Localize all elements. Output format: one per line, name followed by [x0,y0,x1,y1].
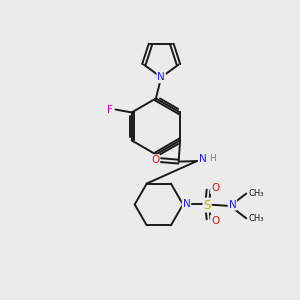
Text: CH₃: CH₃ [249,214,264,223]
Text: S: S [203,199,211,212]
Text: N: N [229,200,236,210]
Text: H: H [209,154,216,163]
Text: N: N [200,154,207,164]
Text: N: N [183,200,190,209]
Text: F: F [107,104,113,115]
Text: O: O [211,183,219,193]
Text: O: O [211,216,219,226]
Text: O: O [151,155,159,165]
Text: N: N [157,72,165,82]
Text: CH₃: CH₃ [249,189,264,198]
